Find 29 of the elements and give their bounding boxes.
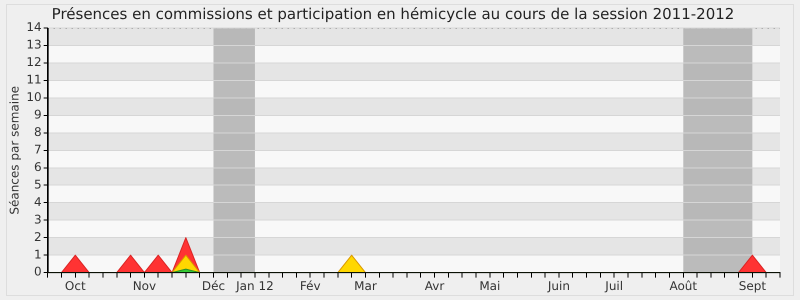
x-tick-label: Nov	[132, 278, 156, 293]
y-tick-label: 4	[34, 194, 42, 209]
x-tick-label: Mai	[479, 278, 500, 293]
y-tick-label: 8	[34, 124, 42, 139]
x-tick-label: Août	[669, 278, 698, 293]
chart-title: Présences en commissions et participation en hémicycle au cours de la session 2011-2012	[52, 4, 734, 23]
y-tick-label: 2	[34, 230, 42, 244]
x-tick-label: Jan 12	[235, 278, 274, 293]
y-tick-label: 10	[26, 90, 42, 104]
y-tick-label: 7	[34, 142, 42, 156]
y-tick-label: 6	[34, 160, 42, 174]
x-tick-label: Déc	[202, 278, 226, 293]
x-tick-label: Juil	[604, 278, 624, 293]
y-tick-label: 3	[34, 212, 42, 226]
y-tick-label: 9	[34, 107, 42, 122]
x-tick-label: Juin	[546, 278, 570, 293]
y-tick-label: 14	[26, 20, 42, 34]
y-tick-label: 12	[26, 55, 42, 70]
x-tick-label: Mar	[354, 278, 377, 293]
x-tick-label: Oct	[64, 278, 86, 293]
y-tick-label: 11	[26, 72, 42, 87]
y-tick-label: 1	[34, 247, 42, 262]
x-tick-label: Fév	[300, 278, 321, 293]
x-tick-label: Sept	[738, 278, 766, 293]
y-tick-label: 13	[26, 38, 42, 52]
y-axis-title: Séances par semaine	[7, 86, 22, 215]
y-tick-label: 5	[34, 177, 42, 192]
y-tick-label: 0	[34, 264, 42, 279]
x-tick-label: Avr	[424, 278, 444, 293]
